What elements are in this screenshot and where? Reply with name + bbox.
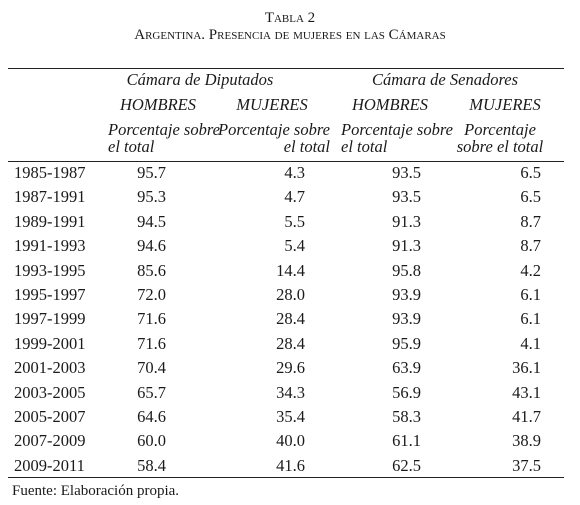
cell-value: 60.0 xyxy=(137,431,166,451)
row-label: 2007-2009 xyxy=(14,431,86,451)
column-header: MUJERES xyxy=(469,95,541,114)
cell-value: 65.7 xyxy=(137,382,166,402)
cell-value: 28.0 xyxy=(276,285,305,304)
cell-value: 95.3 xyxy=(137,187,166,207)
cell-value: 4.3 xyxy=(284,163,305,182)
cell-value: 8.7 xyxy=(520,236,541,256)
cell-value: 62.5 xyxy=(392,455,421,475)
group-header: Cámara de Senadores xyxy=(371,70,519,89)
column-unit: el total xyxy=(108,137,155,156)
row-label: 2009-2011 xyxy=(14,455,85,475)
cell-value: 71.6 xyxy=(137,309,166,329)
column-unit: sobre el total xyxy=(456,137,544,156)
cell-value: 6.1 xyxy=(520,285,541,304)
cell-value: 37.5 xyxy=(512,455,541,475)
cell-value: 14.4 xyxy=(276,260,305,280)
cell-value: 95.9 xyxy=(392,333,421,353)
cell-value: 40.0 xyxy=(276,431,305,451)
cell-value: 5.5 xyxy=(284,211,305,231)
cell-value: 93.5 xyxy=(392,187,421,207)
cell-value: 61.1 xyxy=(392,431,421,451)
cell-value: 70.4 xyxy=(137,358,166,378)
cell-value: 36.1 xyxy=(512,358,541,378)
cell-value: 95.7 xyxy=(137,163,166,182)
row-label: 1989-1991 xyxy=(14,211,86,231)
cell-value: 94.6 xyxy=(137,236,166,256)
cell-value: 93.5 xyxy=(392,163,421,182)
row-label: 1995-1997 xyxy=(14,285,86,304)
row-label: 1999-2001 xyxy=(14,333,86,353)
cell-value: 93.9 xyxy=(392,309,421,329)
cell-value: 4.1 xyxy=(520,333,541,353)
cell-value: 64.6 xyxy=(137,407,166,426)
cell-value: 29.6 xyxy=(276,358,305,378)
table-subtitle: Argentina. Presencia de mujeres en las C… xyxy=(134,27,446,43)
row-label: 1987-1991 xyxy=(14,187,86,207)
row-label: 2005-2007 xyxy=(14,407,86,426)
cell-value: 28.4 xyxy=(276,309,305,329)
column-unit: Porcentaje xyxy=(464,120,536,139)
column-unit: Porcentaje sobre xyxy=(218,120,330,139)
footer-note: Fuente: Elaboración propia. xyxy=(12,483,180,499)
cell-value: 35.4 xyxy=(276,407,305,426)
cell-value: 34.3 xyxy=(276,382,305,402)
cell-value: 63.9 xyxy=(392,358,421,378)
cell-value: 6.1 xyxy=(520,309,541,329)
cell-value: 4.7 xyxy=(284,187,305,207)
cell-value: 91.3 xyxy=(392,211,421,231)
row-label: 1991-1993 xyxy=(14,236,86,256)
bottom-rule xyxy=(8,477,564,478)
cell-value: 71.6 xyxy=(137,333,166,353)
cell-value: 58.4 xyxy=(137,455,166,475)
group-header: Cámara de Diputados xyxy=(126,70,274,89)
cell-value: 95.8 xyxy=(392,260,421,280)
column-header: MUJERES xyxy=(236,95,308,114)
cell-value: 4.2 xyxy=(520,260,541,280)
row-label: 1985-1987 xyxy=(14,163,86,182)
row-label: 2001-2003 xyxy=(14,358,86,378)
cell-value: 38.9 xyxy=(512,431,541,451)
cell-value: 58.3 xyxy=(392,407,421,426)
column-unit: el total xyxy=(283,137,330,156)
row-label: 1997-1999 xyxy=(14,309,86,329)
row-label: 2003-2005 xyxy=(14,382,86,402)
cell-value: 43.1 xyxy=(512,382,541,402)
header-rule xyxy=(8,161,564,162)
cell-value: 5.4 xyxy=(284,236,305,256)
column-unit: Porcentaje sobre xyxy=(108,120,220,139)
row-label: 1993-1995 xyxy=(14,260,86,280)
cell-value: 41.6 xyxy=(276,455,305,475)
cell-value: 93.9 xyxy=(392,285,421,304)
cell-value: 94.5 xyxy=(137,211,166,231)
column-header: HOMBRES xyxy=(119,95,197,114)
column-unit: el total xyxy=(341,137,388,156)
cell-value: 72.0 xyxy=(137,285,166,304)
cell-value: 6.5 xyxy=(520,187,541,207)
column-unit: Porcentaje sobre xyxy=(341,120,453,139)
cell-value: 56.9 xyxy=(392,382,421,402)
top-rule xyxy=(8,68,564,69)
cell-value: 91.3 xyxy=(392,236,421,256)
cell-value: 28.4 xyxy=(276,333,305,353)
column-header: HOMBRES xyxy=(351,95,429,114)
cell-value: 41.7 xyxy=(512,407,541,426)
table-title: Tabla 2 xyxy=(264,10,316,26)
cell-value: 6.5 xyxy=(520,163,541,182)
cell-value: 85.6 xyxy=(137,260,166,280)
cell-value: 8.7 xyxy=(520,211,541,231)
